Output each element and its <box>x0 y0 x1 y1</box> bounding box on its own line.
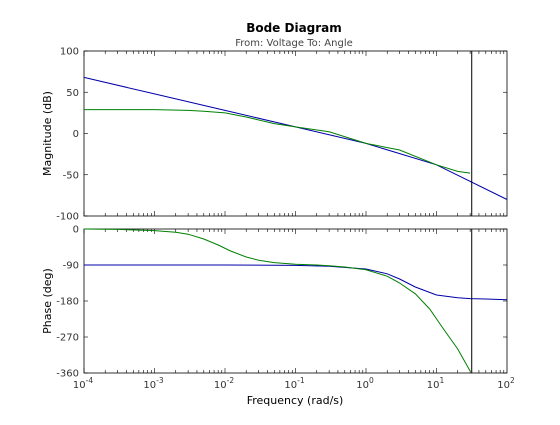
magnitude-y-tick-label: -50 <box>63 170 79 181</box>
phase-panel: 0 -90 -180 -270 -360 Phase (deg) <box>41 225 508 380</box>
x-tick-label: 10-1 <box>284 376 304 391</box>
phase-ticks: 0 -90 -180 -270 -360 <box>56 225 507 380</box>
magnitude-plot-frame <box>83 50 508 217</box>
phase-y-tick-label: -360 <box>56 369 79 380</box>
phase-y-tick-label: -270 <box>56 333 79 344</box>
x-tick-labels: 10-4 10-3 10-2 10-1 100 101 102 <box>73 376 515 391</box>
x-tick-label: 10-2 <box>214 376 234 391</box>
phase-series-1-line <box>84 264 508 301</box>
phase-y-tick-label: -180 <box>56 297 79 308</box>
magnitude-axis-label: Magnitude (dB) <box>41 91 54 176</box>
magnitude-series-2-line <box>84 109 471 174</box>
x-tick-label: 101 <box>427 376 445 391</box>
phase-axis-label: Phase (deg) <box>41 268 54 334</box>
chart-subtitle: From: Voltage To: Angle <box>235 38 353 49</box>
magnitude-series-1-line <box>83 76 508 200</box>
phase-y-tick-label: 0 <box>73 225 79 236</box>
x-tick-label: 100 <box>356 376 374 391</box>
magnitude-ticks: 100 50 0 -50 -100 <box>56 47 507 223</box>
x-tick-label: 10-3 <box>143 376 163 391</box>
magnitude-y-tick-label: 100 <box>60 47 79 58</box>
x-tick-label: 10-4 <box>73 376 93 391</box>
phase-series-2-line <box>83 228 471 372</box>
phase-lines <box>83 228 508 373</box>
x-tick-label: 102 <box>497 376 515 391</box>
phase-y-tick-label: -90 <box>63 261 79 272</box>
magnitude-y-tick-label: -100 <box>56 212 79 223</box>
chart-title: Bode Diagram <box>246 21 342 35</box>
magnitude-y-tick-label: 50 <box>66 88 79 99</box>
magnitude-y-tick-label: 0 <box>73 129 79 140</box>
phase-plot-frame <box>83 228 508 374</box>
x-axis-label: Frequency (rad/s) <box>247 394 344 407</box>
magnitude-lines <box>83 51 508 216</box>
magnitude-panel: 100 50 0 -50 -100 Magnitude (dB) <box>41 47 508 223</box>
